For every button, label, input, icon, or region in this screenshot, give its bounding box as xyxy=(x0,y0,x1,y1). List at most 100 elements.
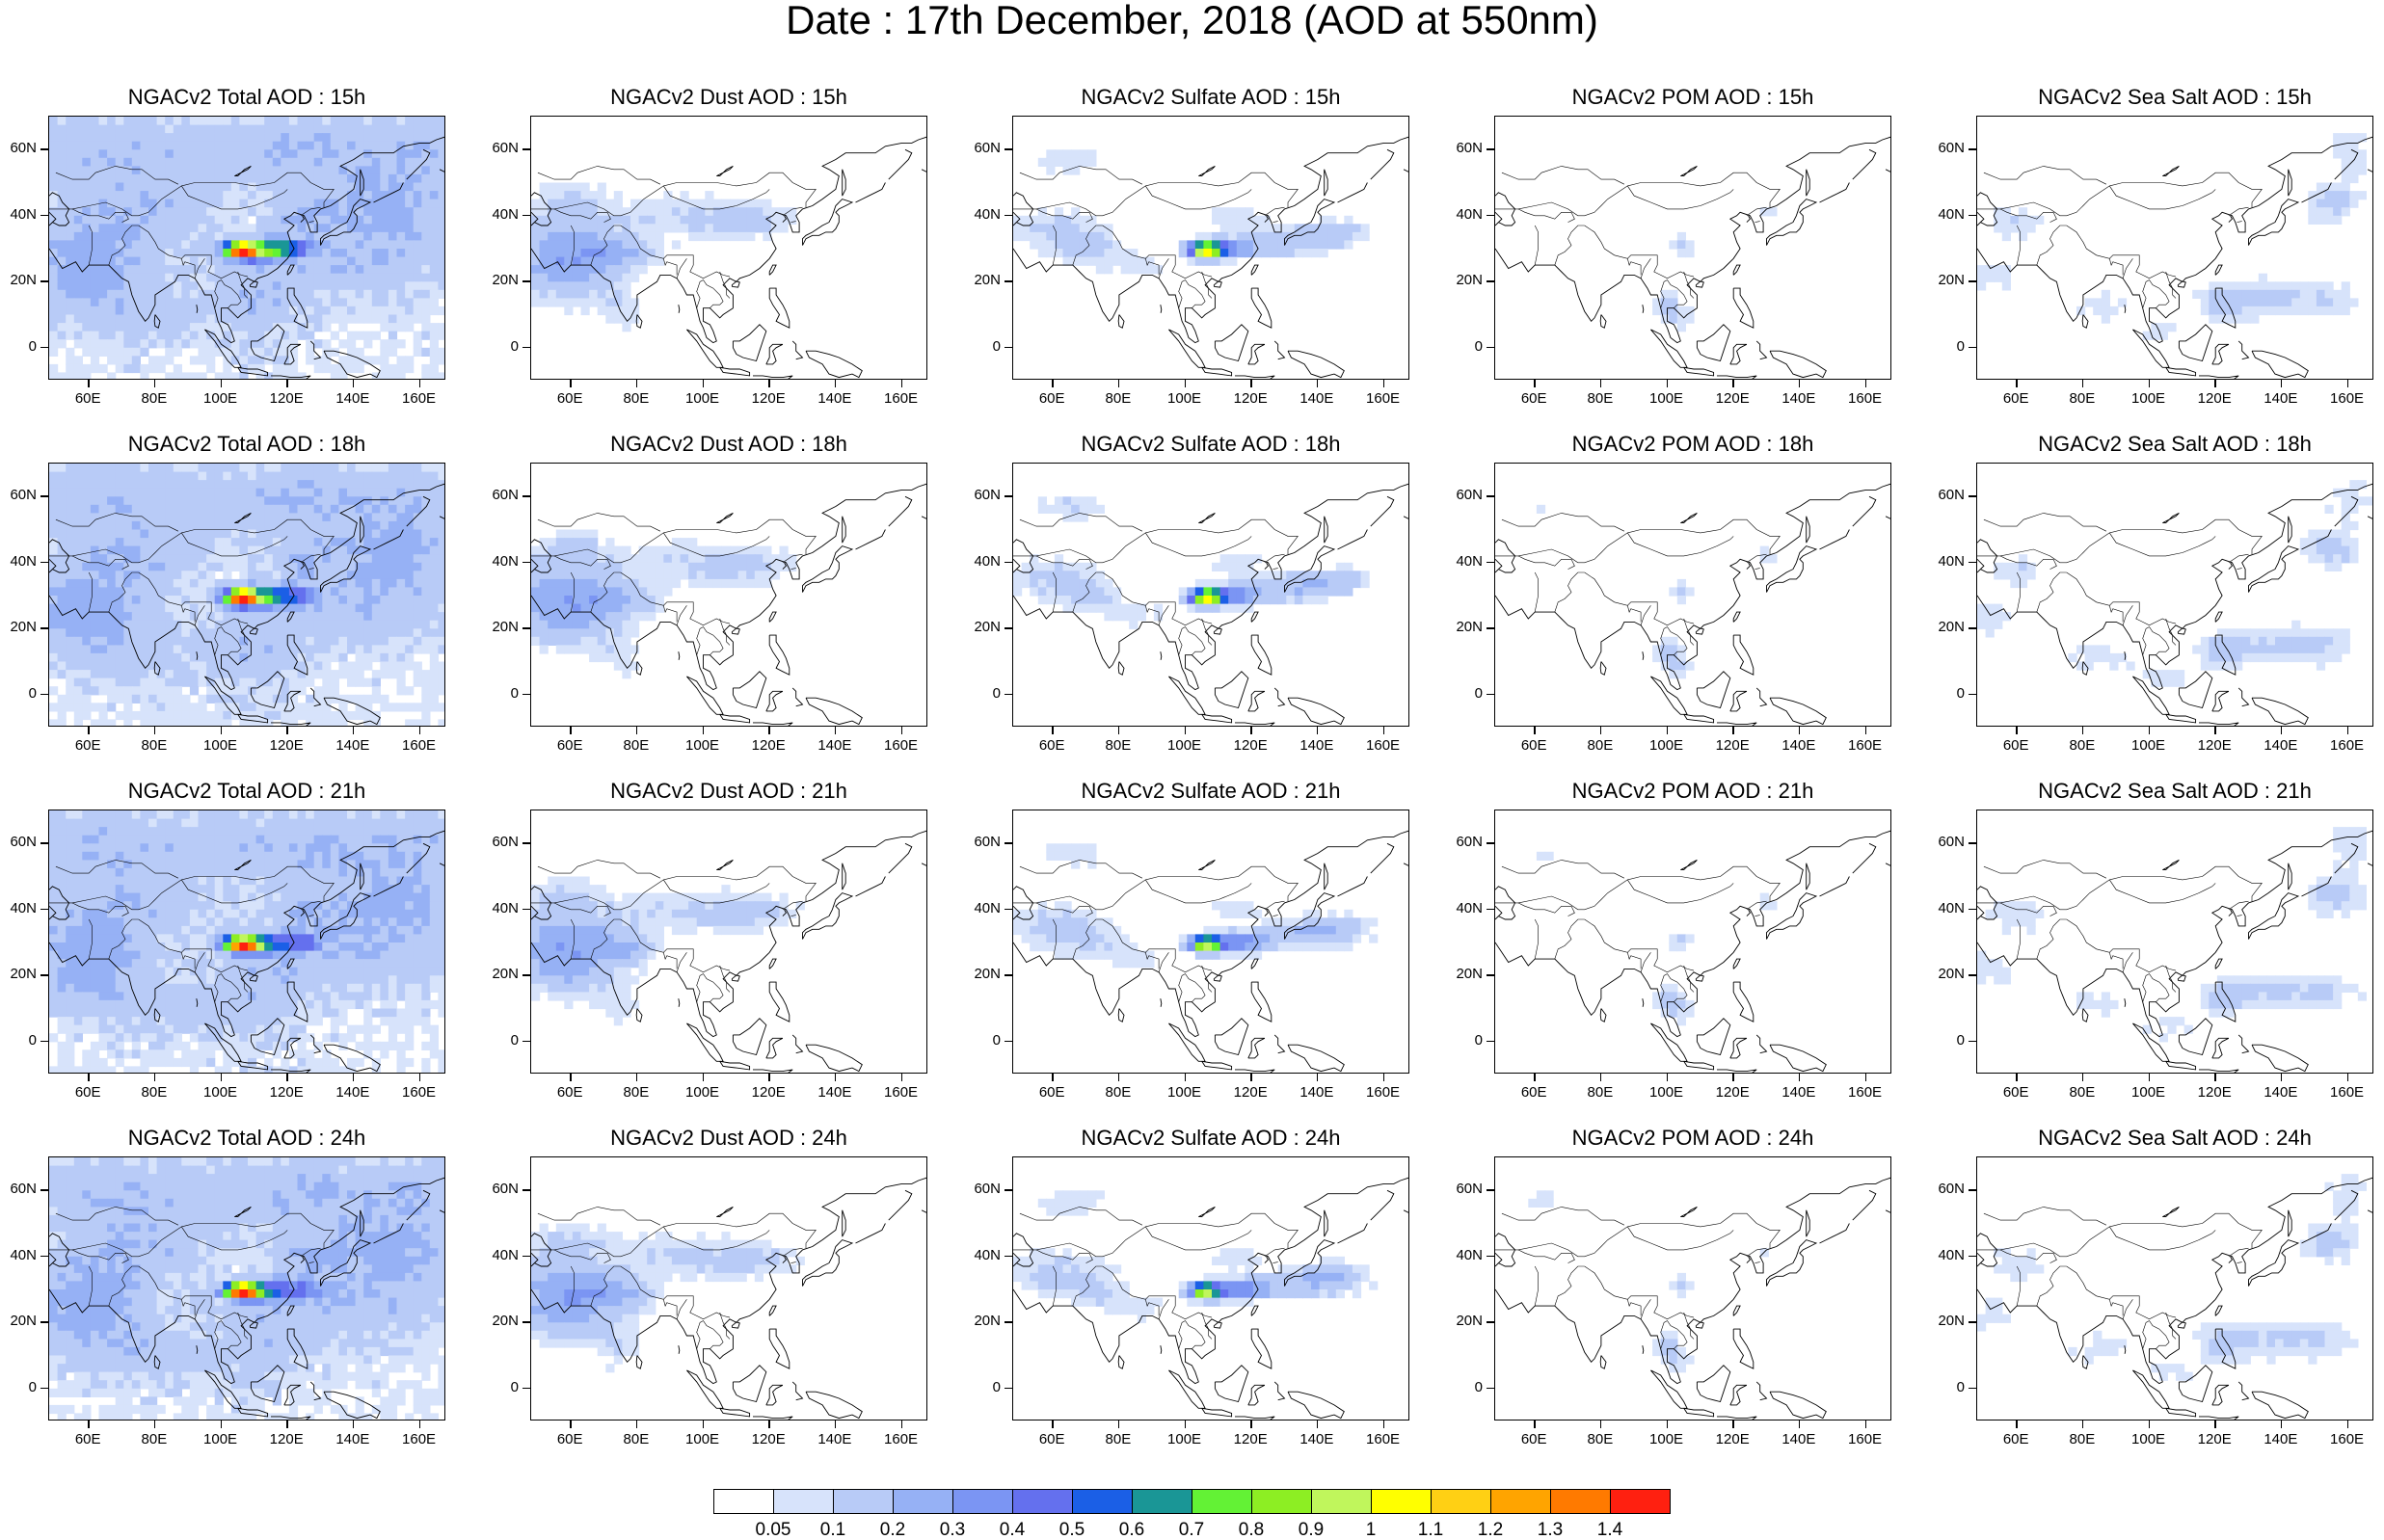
aod-cell xyxy=(99,472,108,481)
aod-cell xyxy=(338,521,347,530)
aod-cell xyxy=(206,472,215,481)
aod-cell xyxy=(273,513,281,521)
aod-cell xyxy=(1046,232,1055,241)
aod-cell xyxy=(82,472,91,481)
aod-cell xyxy=(239,158,248,167)
aod-cell xyxy=(331,117,339,125)
aod-cell xyxy=(58,281,67,290)
aod-cell xyxy=(298,703,307,711)
aod-cell xyxy=(148,670,157,678)
aod-cell xyxy=(306,496,314,505)
aod-cell xyxy=(140,306,148,315)
aod-cell xyxy=(116,274,124,282)
aod-cell xyxy=(181,174,190,183)
aod-cell xyxy=(372,356,381,364)
aod-cell xyxy=(174,695,182,704)
aod-cell xyxy=(248,125,256,134)
aod-cell xyxy=(1038,571,1047,579)
aod-cell xyxy=(622,621,630,629)
aod-cell xyxy=(190,596,199,604)
aod-cell xyxy=(82,695,91,704)
aod-cell xyxy=(148,216,157,225)
aod-cell xyxy=(1030,232,1038,241)
aod-cell xyxy=(206,571,215,579)
aod-cell xyxy=(372,496,381,505)
coastline xyxy=(843,517,846,543)
x-tick-label: 160E xyxy=(402,391,436,407)
aod-cell xyxy=(99,166,108,174)
aod-cell xyxy=(322,521,331,530)
x-tick-mark xyxy=(2347,727,2349,734)
aod-cell xyxy=(1055,216,1063,225)
aod-cell xyxy=(1104,604,1112,613)
aod-cell xyxy=(1080,604,1088,613)
x-tick-mark xyxy=(286,727,288,734)
aod-cell xyxy=(107,149,116,158)
aod-cell xyxy=(174,216,182,225)
y-tick-mark xyxy=(522,148,530,150)
aod-cell xyxy=(107,653,116,662)
aod-cell xyxy=(91,183,99,192)
aod-cell xyxy=(430,563,439,571)
aod-cell xyxy=(148,612,157,621)
x-tick-label: 100E xyxy=(1649,738,1683,754)
aod-cell xyxy=(74,628,83,637)
coastline xyxy=(1198,166,1215,175)
aod-cell xyxy=(206,290,215,299)
aod-cell xyxy=(2250,315,2259,324)
aod-cell xyxy=(598,290,606,299)
aod-cell xyxy=(1977,621,1986,629)
aod-cell xyxy=(438,306,445,315)
aod-cell xyxy=(746,571,755,579)
aod-cell xyxy=(1353,224,1361,232)
aod-cell xyxy=(388,166,397,174)
aod-cell xyxy=(430,364,439,373)
aod-cell xyxy=(281,505,289,514)
aod-cell xyxy=(322,719,331,727)
aod-cell xyxy=(148,142,157,150)
aod-cell xyxy=(264,496,273,505)
aod-cell xyxy=(2349,166,2358,174)
aod-cell xyxy=(322,480,331,489)
coastline xyxy=(769,288,790,328)
aod-cell xyxy=(388,306,397,315)
aod-cell xyxy=(107,530,116,539)
country-border xyxy=(2123,605,2132,625)
aod-cell xyxy=(281,348,289,357)
aod-cell xyxy=(273,166,281,174)
aod-cell xyxy=(380,653,388,662)
aod-cell xyxy=(49,538,58,546)
aod-cell xyxy=(1361,232,1370,241)
aod-cell xyxy=(363,563,372,571)
aod-cell xyxy=(190,827,199,836)
aod-cell xyxy=(755,224,763,232)
aod-cell xyxy=(630,596,639,604)
aod-cell xyxy=(589,612,598,621)
aod-cell xyxy=(1055,579,1063,588)
aod-cell xyxy=(264,513,273,521)
aod-cell xyxy=(190,819,199,828)
aod-cell xyxy=(82,133,91,142)
aod-cell xyxy=(132,364,141,373)
aod-cell xyxy=(174,579,182,588)
aod-cell xyxy=(380,133,388,142)
aod-cell xyxy=(730,579,738,588)
aod-cell xyxy=(91,149,99,158)
aod-cell xyxy=(314,513,323,521)
aod-cell xyxy=(49,653,58,662)
aod-cell xyxy=(322,158,331,167)
aod-cell xyxy=(132,257,141,266)
aod-cell xyxy=(215,372,224,380)
aod-cell xyxy=(231,670,240,678)
aod-cell xyxy=(405,207,414,216)
aod-cell xyxy=(199,149,207,158)
aod-cell xyxy=(181,596,190,604)
aod-cell xyxy=(190,472,199,481)
aod-cell xyxy=(58,158,67,167)
aod-cell xyxy=(380,125,388,134)
aod-cell xyxy=(556,290,565,299)
aod-cell xyxy=(656,546,664,555)
aod-cell xyxy=(322,505,331,514)
aod-cell xyxy=(531,281,540,290)
